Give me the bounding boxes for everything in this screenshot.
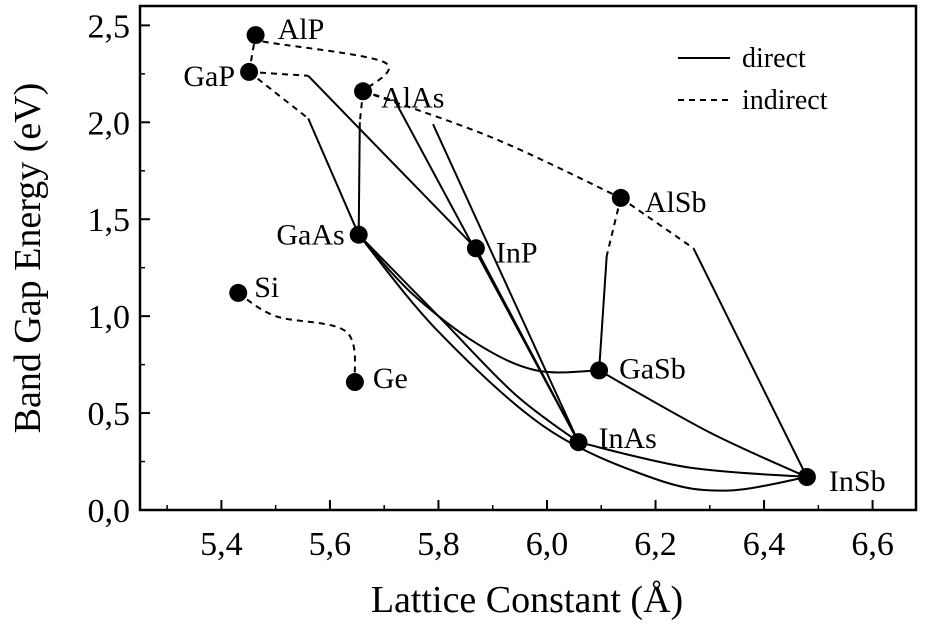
point-alas <box>354 82 373 101</box>
curve-alas-gaas-solid <box>357 122 361 235</box>
x-tick-label: 6,6 <box>851 526 894 563</box>
label-gasb: GaSb <box>619 352 686 385</box>
point-insb <box>797 468 816 487</box>
x-tick-label: 5,8 <box>417 526 460 563</box>
y-tick-label: 1,5 <box>88 202 131 239</box>
label-inp: InP <box>496 236 538 269</box>
point-inas <box>569 433 588 452</box>
y-tick-label: 2,5 <box>88 8 131 45</box>
label-gaas: GaAs <box>276 219 344 252</box>
curve-alsb-gasb-solid <box>598 256 608 371</box>
curve-gaas-insb-solid <box>357 234 808 492</box>
x-tick-label: 5,4 <box>200 526 243 563</box>
point-alp <box>246 26 265 45</box>
curve-gap-gaas-solid <box>307 118 360 236</box>
legend: direct indirect <box>678 43 828 116</box>
y-tick-label: 1,0 <box>88 299 131 336</box>
curve-gaas-gasb-solid <box>357 234 600 374</box>
points-group <box>229 26 816 487</box>
curve-inp-inas-solid <box>475 247 580 443</box>
x-tick-label: 6,4 <box>743 526 786 563</box>
point-gap <box>240 62 259 81</box>
point-inp <box>466 239 485 258</box>
y-tick-label: 0,5 <box>88 396 131 433</box>
point-gaas <box>349 225 368 244</box>
y-ticks-group: 0,0 0,5 1,0 1,5 2,0 2,5 <box>88 8 150 530</box>
y-tick-label: 0,0 <box>88 493 131 530</box>
label-alsb: AlSb <box>645 186 707 219</box>
curve-gasb-insb-solid <box>598 369 808 478</box>
point-gasb <box>590 361 609 380</box>
curve-alas-alsb-dashed <box>362 90 622 199</box>
curve-gaas-inas-solid <box>357 234 580 443</box>
x-tick-label: 6,2 <box>634 526 677 563</box>
y-axis-title: Band Gap Energy (eV) <box>7 83 49 434</box>
x-tick-label: 5,6 <box>309 526 352 563</box>
curve-alsb-insb-solid <box>692 247 808 478</box>
plot-frame <box>138 4 918 512</box>
point-alsb <box>611 188 630 207</box>
point-labels-group: AlP GaP AlAs AlSb GaAs InP Si Ge GaSb InAs InSb <box>183 13 885 498</box>
curve-gap-gaas-dashed <box>248 71 309 120</box>
curve-gap-inp-solid <box>307 75 477 249</box>
x-tick-label: 6,0 <box>526 526 569 563</box>
label-inas: InAs <box>598 422 656 455</box>
x-ticks-group: 5,4 5,6 5,8 6,0 6,2 6,4 6,6 <box>166 500 894 563</box>
legend-label-direct: direct <box>742 43 806 74</box>
x-axis-title: Lattice Constant (Å) <box>371 579 683 621</box>
point-ge <box>345 373 364 392</box>
y-tick-label: 2,0 <box>88 105 131 142</box>
label-insb: InSb <box>829 465 886 498</box>
label-alas: AlAs <box>381 81 444 114</box>
label-ge: Ge <box>373 362 408 395</box>
curve-alp-inas-solid <box>432 123 580 443</box>
curve-si-ge-dashed <box>237 292 356 383</box>
label-si: Si <box>254 271 279 304</box>
curve-inas-insb-solid <box>578 441 807 478</box>
label-alp: AlP <box>278 13 325 46</box>
legend-label-indirect: indirect <box>742 85 828 116</box>
point-si <box>229 283 248 302</box>
label-gap: GaP <box>183 60 235 93</box>
